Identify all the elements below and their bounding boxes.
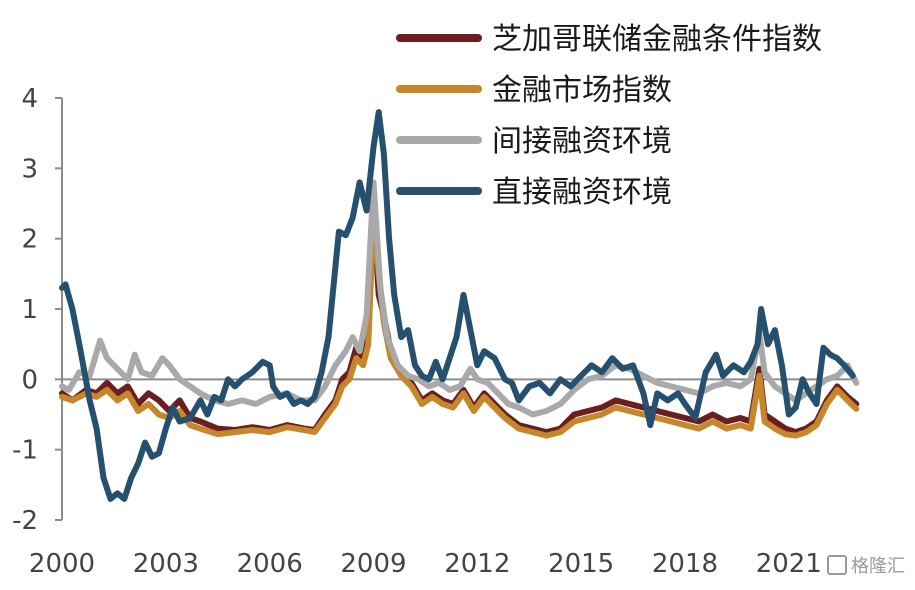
series-line-4	[59, 109, 856, 502]
watermark-logo-icon	[827, 555, 847, 575]
series-line-3	[59, 179, 860, 418]
x-tick-label: 2009	[340, 549, 406, 579]
series-line-2	[59, 211, 860, 439]
x-tick-label: 2021	[756, 549, 822, 579]
legend-label: 金融市场指数	[492, 73, 672, 108]
chart-axes: -2 -1 0 1 2 3 4 2000 2003 2006 2009 2012 2015 2018 202…	[12, 84, 858, 579]
y-tick-label: 3	[21, 154, 38, 184]
legend-label: 直接融资环境	[492, 175, 672, 210]
x-tick-label: 2000	[29, 549, 95, 579]
x-tick-label: 2003	[133, 549, 199, 579]
legend-label: 间接融资环境	[492, 124, 672, 159]
watermark: 格隆汇	[827, 552, 905, 578]
watermark-text: 格隆汇	[851, 556, 905, 577]
legend-label: 芝加哥联储金融条件指数	[492, 22, 822, 57]
x-tick-label: 2012	[444, 549, 510, 579]
x-tick-label: 2006	[237, 549, 303, 579]
y-tick-label: 2	[21, 225, 38, 255]
x-tick-label: 2018	[652, 549, 718, 579]
y-tick-label: 0	[21, 365, 38, 395]
y-tick-label: 4	[21, 84, 38, 114]
y-tick-label: 1	[21, 295, 38, 325]
y-tick-label: -2	[12, 506, 38, 536]
x-tick-label: 2015	[548, 549, 614, 579]
series-layer	[59, 109, 860, 502]
y-tick-label: -1	[12, 436, 38, 466]
